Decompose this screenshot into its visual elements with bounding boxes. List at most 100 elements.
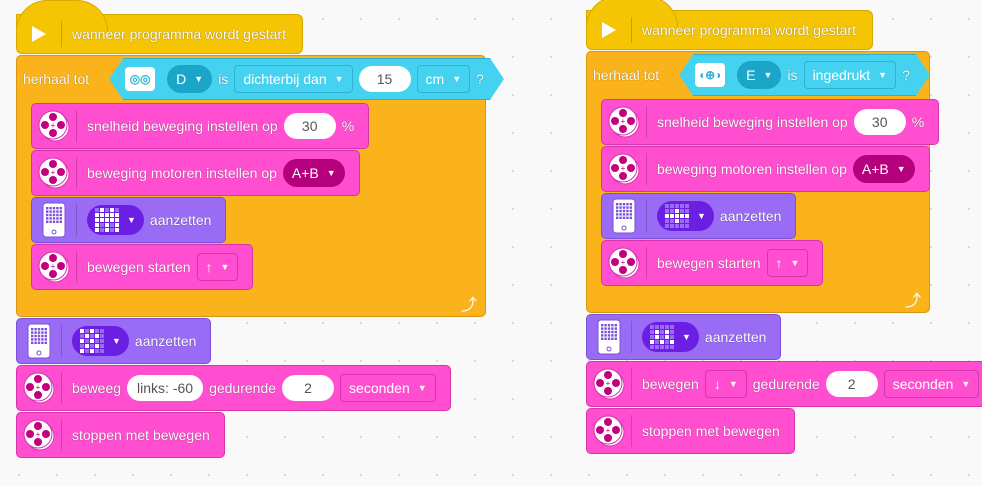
chevron-down-icon: ▼	[790, 258, 800, 268]
unit-dropdown[interactable]: cm ▼	[417, 65, 471, 93]
dropdown-value: ↑	[775, 255, 783, 271]
comparison-dropdown[interactable]: ingedrukt ▼	[804, 61, 897, 89]
svg-text:+: +	[606, 426, 611, 435]
comparison-value: dichterbij dan	[243, 71, 327, 87]
repeat-body: + snelheid beweging instellen op 30% + beweg…	[601, 98, 940, 286]
dropdown-value: ↑	[205, 259, 213, 275]
divider	[631, 321, 632, 353]
repeat-header: herhaal tot ◎◎ D ▼ is dichterbij dan ▼ 15 cm ▼?	[17, 56, 485, 102]
light-matrix-icon	[32, 202, 76, 238]
distance-input[interactable]: 15	[359, 66, 411, 92]
repeat-header: herhaal tot ◖⊕◗ E ▼ is ingedrukt ▼?	[587, 52, 929, 98]
block-label: aanzetten	[149, 212, 212, 228]
divider	[76, 110, 77, 142]
matrix-dropdown[interactable]: ▼	[87, 205, 144, 235]
play-icon	[587, 21, 631, 39]
value-input[interactable]: 30	[853, 109, 906, 135]
question-mark: ?	[902, 67, 910, 83]
option-dropdown[interactable]: seconden ▼	[340, 374, 436, 402]
block-label: stoppen met bewegen	[642, 423, 780, 439]
divider	[61, 325, 62, 357]
divider	[646, 200, 647, 232]
value-input[interactable]: 30	[283, 113, 336, 139]
divider	[646, 106, 647, 138]
motor-pair-icon: +	[32, 156, 76, 190]
motor-block[interactable]: + snelheid beweging instellen op 30%	[31, 103, 370, 149]
chevron-down-icon: ▼	[127, 215, 136, 225]
svg-text:+: +	[606, 379, 611, 388]
value-input[interactable]: 2	[282, 375, 335, 401]
direction-dropdown[interactable]: ↑ ▼	[766, 249, 809, 277]
matrix-dropdown[interactable]: ▼	[72, 326, 129, 356]
display-block[interactable]: ▼ aanzetten	[586, 314, 782, 360]
motor-pair-icon: +	[587, 414, 631, 448]
play-icon	[17, 25, 61, 43]
port-dropdown[interactable]: D ▼	[167, 65, 212, 93]
option-dropdown[interactable]: A+B ▼	[282, 159, 345, 187]
option-dropdown[interactable]: A+B ▼	[852, 155, 915, 183]
block-label: aanzetten	[704, 329, 767, 345]
chevron-down-icon: ▼	[326, 168, 336, 178]
value-input[interactable]: 2	[825, 371, 878, 397]
chevron-down-icon: ▼	[334, 74, 344, 84]
motor-block[interactable]: + bewegen starten ↑ ▼	[31, 244, 254, 290]
motor-block[interactable]: + bewegen starten ↑ ▼	[601, 240, 824, 286]
block-label: %	[341, 118, 355, 134]
value-input[interactable]: links: -60	[127, 375, 204, 401]
chevron-down-icon: ▼	[728, 379, 738, 389]
motor-block[interactable]: + beweging motoren instellen op A+B ▼	[31, 150, 360, 196]
motor-pair-icon: +	[602, 152, 646, 186]
light-matrix-icon	[587, 319, 631, 355]
chevron-down-icon: ▼	[961, 379, 971, 389]
chevron-down-icon: ▼	[763, 70, 773, 80]
matrix-pattern-icon	[95, 208, 119, 232]
svg-text:+: +	[36, 430, 41, 439]
display-block[interactable]: ▼ aanzetten	[31, 197, 227, 243]
divider	[76, 204, 77, 236]
motor-block[interactable]: + snelheid beweging instellen op 30%	[601, 99, 940, 145]
block-label: gedurende	[209, 380, 277, 396]
sensor-condition[interactable]: ◎◎ D ▼ is dichterbij dan ▼ 15 cm ▼?	[109, 58, 504, 100]
when-program-starts-block[interactable]: wanneer programma wordt gestart	[16, 0, 303, 54]
motor-pair-icon: +	[17, 371, 61, 405]
repeat-footer: ⤴	[587, 286, 929, 312]
svg-text:+: +	[36, 383, 41, 392]
chevron-down-icon: ▼	[878, 70, 888, 80]
direction-dropdown[interactable]: ↓ ▼	[704, 370, 747, 398]
motor-block[interactable]: + beweging motoren instellen op A+B ▼	[601, 146, 930, 192]
display-block[interactable]: ▼ aanzetten	[601, 193, 797, 239]
motor-block[interactable]: + bewegen ↓ ▼ gedurende 2 seconden ▼	[586, 361, 982, 407]
block-label: aanzetten	[719, 208, 782, 224]
when-program-starts-block[interactable]: wanneer programma wordt gestart	[586, 0, 873, 50]
chevron-down-icon: ▼	[112, 336, 121, 346]
option-dropdown[interactable]: seconden ▼	[883, 370, 980, 398]
repeat-until-block[interactable]: herhaal tot ◖⊕◗ E ▼ is ingedrukt ▼? + snelheid b…	[586, 51, 940, 313]
block-label: %	[911, 114, 925, 130]
divider	[76, 251, 77, 283]
divider	[646, 153, 647, 185]
chevron-down-icon: ▼	[417, 383, 427, 393]
matrix-dropdown[interactable]: ▼	[657, 201, 714, 231]
block-label: snelheid beweging instellen op	[657, 114, 848, 130]
sensor-condition[interactable]: ◖⊕◗ E ▼ is ingedrukt ▼?	[679, 54, 930, 96]
chevron-down-icon: ▼	[194, 74, 204, 84]
motor-block[interactable]: + beweeg links: -60 gedurende 2 seconden ▼	[16, 365, 451, 411]
display-block[interactable]: ▼ aanzetten	[16, 318, 212, 364]
repeat-until-block[interactable]: herhaal tot ◎◎ D ▼ is dichterbij dan ▼ 15 cm ▼? + s…	[16, 55, 486, 317]
distance-sensor-icon: ◎◎	[125, 67, 155, 91]
hat-label: wanneer programma wordt gestart	[642, 22, 856, 38]
block-label: bewegen	[642, 376, 699, 392]
chevron-down-icon: ▼	[697, 211, 706, 221]
comparison-dropdown[interactable]: dichterbij dan ▼	[234, 65, 352, 93]
divider	[646, 247, 647, 279]
dropdown-value: ↓	[713, 376, 721, 392]
block-label: bewegen starten	[657, 255, 761, 271]
matrix-pattern-icon	[650, 325, 674, 349]
port-dropdown[interactable]: E ▼	[737, 61, 781, 89]
block-label: stoppen met bewegen	[72, 427, 210, 443]
motor-block[interactable]: + stoppen met bewegen	[16, 412, 225, 458]
matrix-dropdown[interactable]: ▼	[642, 322, 699, 352]
direction-dropdown[interactable]: ↑ ▼	[196, 253, 239, 281]
light-matrix-icon	[602, 198, 646, 234]
motor-block[interactable]: + stoppen met bewegen	[586, 408, 795, 454]
